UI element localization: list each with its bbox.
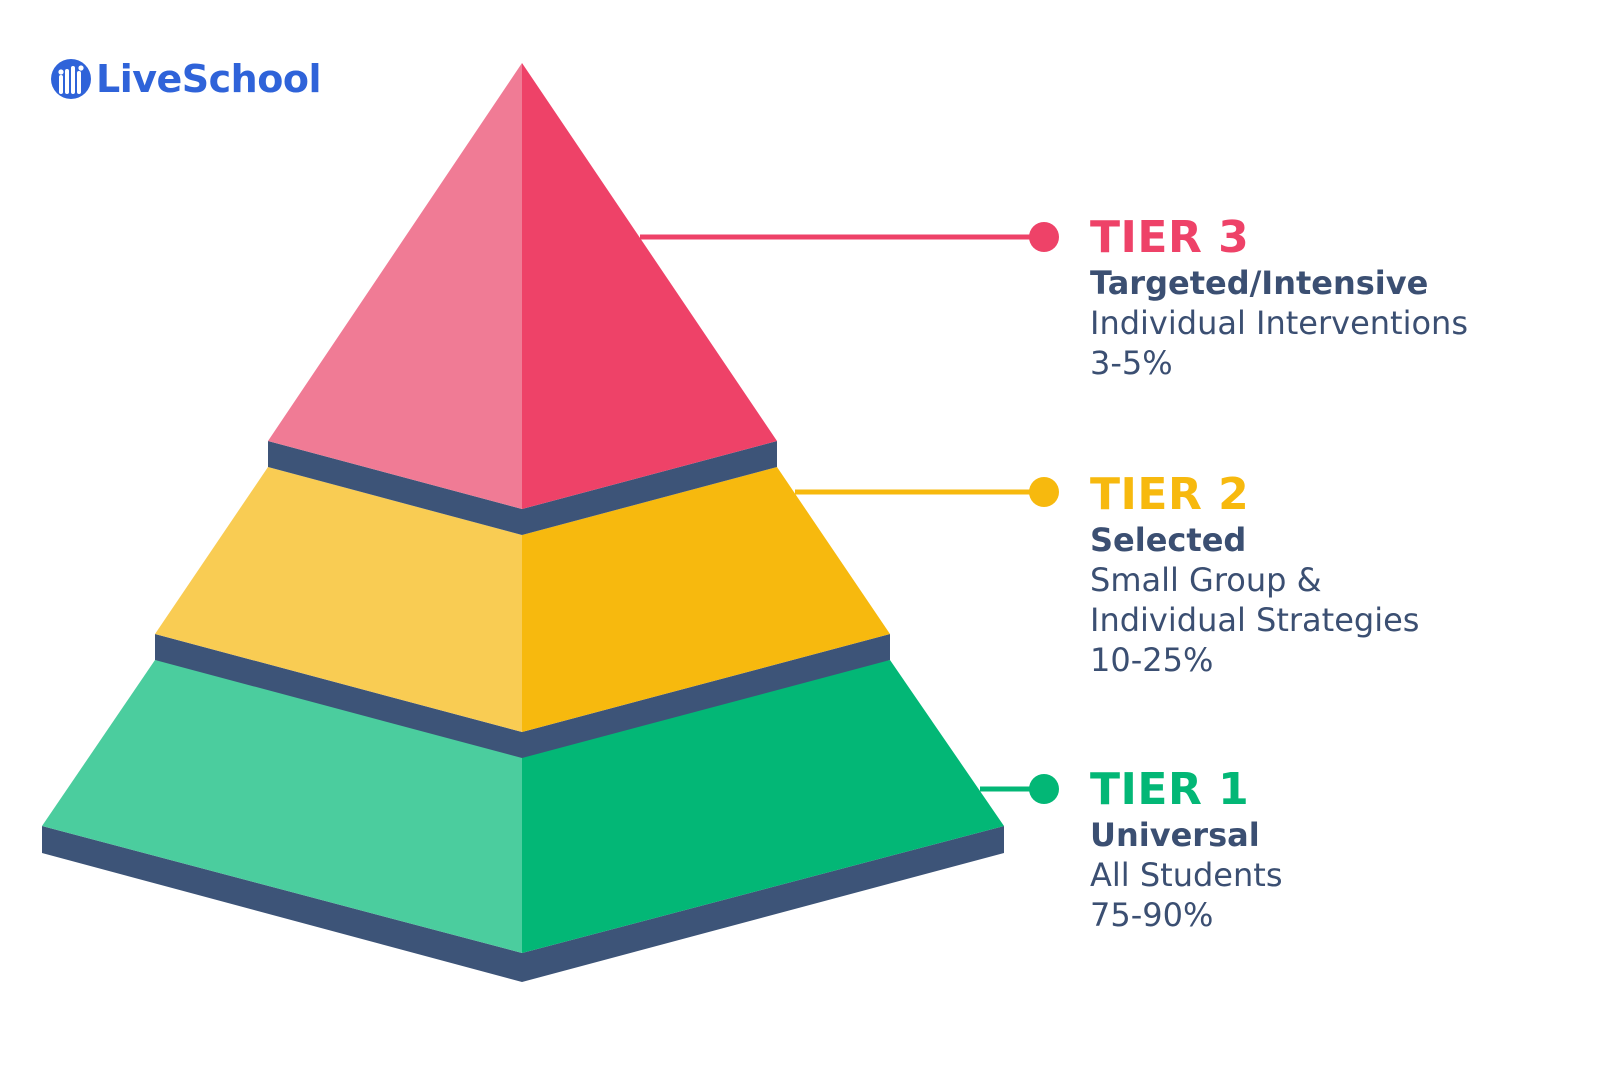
tier-1-percentage: 75-90%: [1090, 896, 1214, 934]
tier-2-title: TIER 2: [1090, 469, 1250, 520]
tier-2-percentage: 10-25%: [1090, 641, 1214, 679]
tier-1-label: TIER 1 Universal All Students 75-90%: [1090, 765, 1570, 935]
tier-1-subtitle: Universal: [1090, 816, 1260, 854]
pyramid-tier-3: [268, 63, 777, 535]
tier-2-dot: [1029, 477, 1059, 507]
tier-3-left-face: [268, 63, 522, 509]
tier-3-right-face: [522, 63, 777, 509]
tier-2-description-line-1: Small Group &: [1090, 561, 1322, 599]
pyramid-tier-2: [155, 467, 890, 758]
tier-3-subtitle: Targeted/Intensive: [1090, 264, 1429, 302]
tier-1-description: All Students: [1090, 856, 1283, 894]
tier-2-base: [155, 634, 890, 758]
tier-2-subtitle: Selected: [1090, 521, 1247, 559]
tier-2-left-face: [155, 467, 522, 732]
pyramid-tier-1: [42, 660, 1004, 982]
raised-hands-icon: [51, 59, 91, 99]
tier-2-label: TIER 2 Selected Small Group & Individual…: [1090, 470, 1570, 680]
tier-1-title: TIER 1: [1090, 764, 1250, 815]
tier-2-connector: [795, 477, 1059, 507]
tier-3-description: Individual Interventions: [1090, 304, 1468, 342]
tier-3-dot: [1029, 222, 1059, 252]
tier-2-right-face: [522, 467, 890, 732]
tier-3-percentage: 3-5%: [1090, 344, 1173, 382]
tier-3-connector: [640, 222, 1059, 252]
tier-2-description-line-2: Individual Strategies: [1090, 601, 1420, 639]
brand-name: LiveSchool: [96, 57, 321, 101]
tier-1-base: [42, 826, 1004, 982]
tier-3-label: TIER 3 Targeted/Intensive Individual Int…: [1090, 213, 1570, 383]
tier-3-title: TIER 3: [1090, 212, 1250, 263]
tier-1-connector: [980, 774, 1059, 804]
tier-1-dot: [1029, 774, 1059, 804]
tier-1-left-face: [42, 660, 522, 953]
tier-1-right-face: [522, 660, 1004, 953]
tier-3-base: [268, 441, 777, 535]
liveschool-logo: LiveSchool: [50, 58, 321, 100]
